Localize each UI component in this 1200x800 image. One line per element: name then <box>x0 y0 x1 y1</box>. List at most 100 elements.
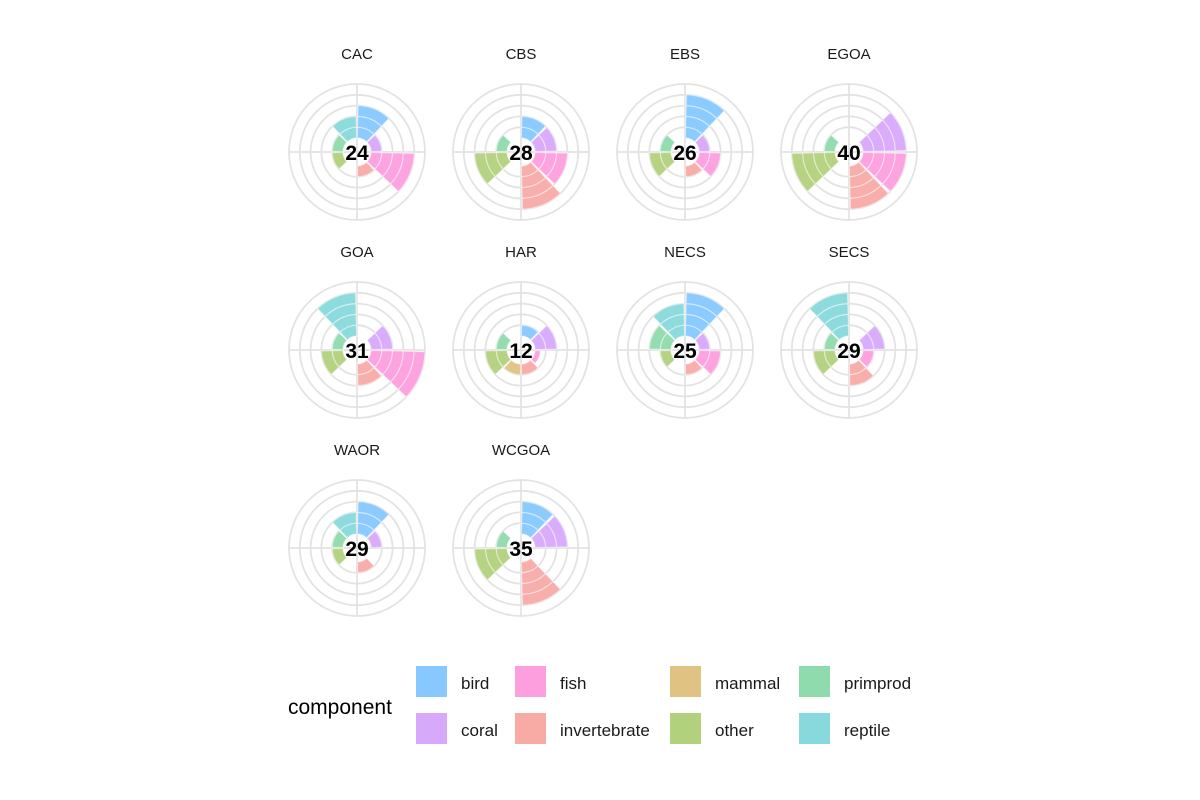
bar-segment-coral <box>366 134 383 153</box>
bar-primprod <box>659 134 676 153</box>
panel-wcgoa: WCGOA 35 <box>452 442 590 617</box>
bar-segment-reptile <box>331 313 358 333</box>
bar-primprod <box>331 530 348 549</box>
bar-other <box>648 151 676 178</box>
bar-coral <box>694 134 711 153</box>
bar-segment-fish <box>694 349 711 368</box>
bar-segment-coral <box>366 530 383 549</box>
bar-segment-fish <box>538 151 558 178</box>
bar-segment-other <box>331 349 348 368</box>
bar-segment-fish <box>858 349 875 368</box>
bar-invertebrate <box>520 359 539 376</box>
bar-bird <box>520 500 554 539</box>
bar-primprod <box>331 332 348 351</box>
bar-segment-other <box>648 151 668 178</box>
bar-segment-coral <box>366 332 383 351</box>
bar-segment-reptile <box>667 324 686 341</box>
bar-segment-invertebrate <box>356 359 375 376</box>
bar-other <box>484 349 512 376</box>
bar-segment-bird <box>684 115 711 135</box>
bar-segment-other <box>812 349 832 376</box>
bar-segment-primprod <box>331 530 348 549</box>
bar-reptile <box>331 115 358 143</box>
bar-invertebrate <box>684 359 703 376</box>
bar-segment-invertebrate <box>356 161 375 178</box>
bar-segment-bird <box>685 292 726 318</box>
bar-segment-other <box>331 151 348 170</box>
bar-other <box>473 151 512 185</box>
legend-swatch-bird <box>416 666 447 697</box>
bar-segment-invertebrate <box>520 565 547 585</box>
panel-waor: WAOR 29 <box>288 442 426 617</box>
bar-fish <box>858 349 875 368</box>
bar-segment-other <box>659 151 676 170</box>
bar-segment-other <box>484 547 504 574</box>
legend: component bird coral fish invertebrate mamma… <box>288 666 911 744</box>
bar-coral <box>858 324 886 351</box>
bar-other <box>659 349 676 368</box>
bar-other <box>331 151 348 170</box>
center-score: 35 <box>509 538 533 561</box>
bar-primprod <box>495 332 512 351</box>
bar-segment-invertebrate <box>849 184 890 210</box>
bar-fish <box>530 151 569 185</box>
bar-segment-fish <box>858 151 875 170</box>
bar-segment-fish <box>374 349 394 376</box>
bar-invertebrate <box>684 161 703 178</box>
bar-fish <box>858 151 907 193</box>
bar-primprod <box>495 530 512 549</box>
bar-segment-bird <box>520 324 539 341</box>
bar-segment-invertebrate <box>684 161 703 178</box>
center-score: 29 <box>345 538 368 561</box>
bar-segment-bird <box>684 324 703 341</box>
bar-segment-invertebrate <box>356 557 375 574</box>
bar-fish <box>694 151 722 178</box>
panel-title: SECS <box>829 244 870 261</box>
bar-segment-fish <box>389 152 415 193</box>
bar-segment-reptile <box>808 292 849 318</box>
panel-har: HAR 12 <box>452 244 590 419</box>
bar-segment-bird <box>356 522 375 539</box>
bar-fish <box>694 349 722 376</box>
bar-segment-reptile <box>331 115 358 135</box>
bar-segment-reptile <box>816 302 849 326</box>
legend-swatch-primprod <box>799 666 830 697</box>
bar-segment-bird <box>521 500 554 524</box>
bar-segment-bird <box>356 511 383 531</box>
bar-segment-invertebrate <box>356 367 383 387</box>
bar-segment-primprod <box>659 134 676 153</box>
bar-bird <box>356 500 390 539</box>
bar-segment-fish <box>397 350 426 398</box>
legend-item-coral: coral <box>416 713 498 744</box>
bar-segment-invertebrate <box>520 359 539 376</box>
center-score: 31 <box>345 340 369 363</box>
bar-segment-fish <box>694 151 711 170</box>
legend-items: bird coral fish invertebrate mammal other prim… <box>416 666 911 744</box>
bar-primprod <box>823 134 840 153</box>
bar-primprod <box>495 134 512 153</box>
panel-secs: SECS 29 <box>780 244 918 419</box>
bar-segment-other <box>823 151 840 170</box>
bar-segment-bird <box>685 104 718 128</box>
legend-label: invertebrate <box>560 721 650 740</box>
bar-segment-other <box>823 349 840 368</box>
panel-title: CBS <box>506 46 537 63</box>
legend-item-fish: fish <box>515 666 586 697</box>
panel-cbs: CBS 28 <box>452 46 590 221</box>
bar-segment-fish <box>702 349 722 376</box>
legend-label: coral <box>461 721 498 740</box>
bar-invertebrate <box>848 359 875 387</box>
panel-title: NECS <box>664 244 706 261</box>
bar-segment-invertebrate <box>520 557 539 574</box>
bar-segment-bird <box>685 302 718 326</box>
bar-coral <box>366 324 394 351</box>
panel-title: WAOR <box>334 442 380 459</box>
bar-segment-bird <box>520 126 539 143</box>
bar-segment-bird <box>356 126 375 143</box>
bar-segment-bird <box>685 94 726 120</box>
bar-segment-primprod <box>331 332 348 351</box>
bar-segment-bird <box>520 522 539 539</box>
bar-segment-fish <box>545 152 569 185</box>
bar-segment-invertebrate <box>520 161 539 178</box>
bar-segment-reptile <box>652 302 685 326</box>
